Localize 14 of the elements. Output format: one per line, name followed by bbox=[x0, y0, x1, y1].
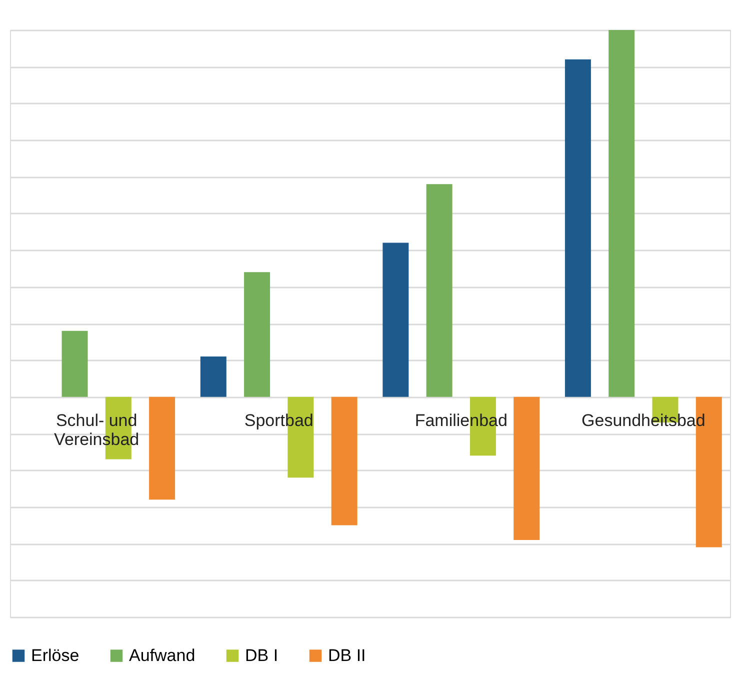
bar bbox=[426, 184, 452, 397]
bar bbox=[200, 356, 226, 397]
bar bbox=[149, 396, 176, 500]
bar bbox=[382, 242, 409, 397]
bar bbox=[608, 30, 635, 397]
legend-label: Aufwand bbox=[129, 646, 196, 665]
legend-label: Erlöse bbox=[31, 646, 80, 665]
legend-label: DB II bbox=[328, 646, 366, 665]
bar bbox=[514, 396, 540, 540]
bar bbox=[62, 330, 88, 397]
bar bbox=[564, 59, 591, 397]
legend-label: DB I bbox=[245, 646, 278, 665]
bar bbox=[244, 272, 270, 397]
bar bbox=[331, 396, 358, 526]
